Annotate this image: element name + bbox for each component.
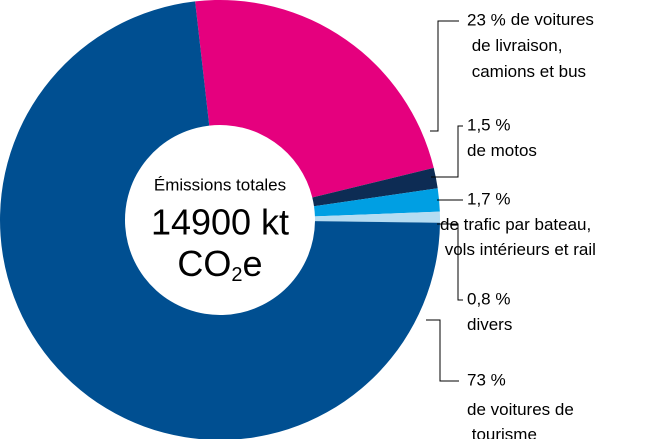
category-line: tourisme <box>467 425 537 439</box>
leader-line <box>426 319 459 382</box>
category-label: de motos <box>467 141 537 160</box>
category-line: de voitures <box>511 10 594 29</box>
leader-line <box>431 125 463 178</box>
category-label: de trafic par bateau, vols intérieurs et… <box>440 215 596 259</box>
value-label: 0,8 % <box>467 289 510 308</box>
value-label: 1,5 % <box>467 115 510 134</box>
category-line: camions et bus <box>467 62 586 81</box>
category-label: divers <box>467 315 512 334</box>
donut-slice <box>312 167 438 207</box>
category-line: de motos <box>467 141 537 160</box>
donut-slice <box>0 1 440 439</box>
leader-line <box>430 20 459 132</box>
category-line: divers <box>467 315 512 334</box>
value-label: 73 % <box>467 370 506 389</box>
category-line: de livraison, <box>467 36 562 55</box>
center-unit: CO2e <box>177 243 262 287</box>
value-label: 1,7 % <box>467 189 510 208</box>
donut-slice <box>314 188 440 217</box>
category-line: de voitures de <box>467 400 574 419</box>
category-line: de trafic par bateau, <box>440 215 591 234</box>
category-line: vols intérieurs et rail <box>440 240 596 259</box>
center-value: 14900 kt <box>151 202 289 243</box>
unit-suffix: e <box>243 243 263 284</box>
leader-line <box>437 223 463 301</box>
unit-base: CO <box>177 243 231 284</box>
donut-slice <box>195 0 434 198</box>
value-label: 23 % <box>467 10 506 29</box>
category-label: de voitures de tourisme <box>467 400 574 439</box>
center-title: Émissions totales <box>154 175 286 194</box>
unit-sub: 2 <box>231 264 242 286</box>
category-label: de voitures de livraison, camions et bus <box>467 10 594 81</box>
donut-slice <box>314 211 441 223</box>
